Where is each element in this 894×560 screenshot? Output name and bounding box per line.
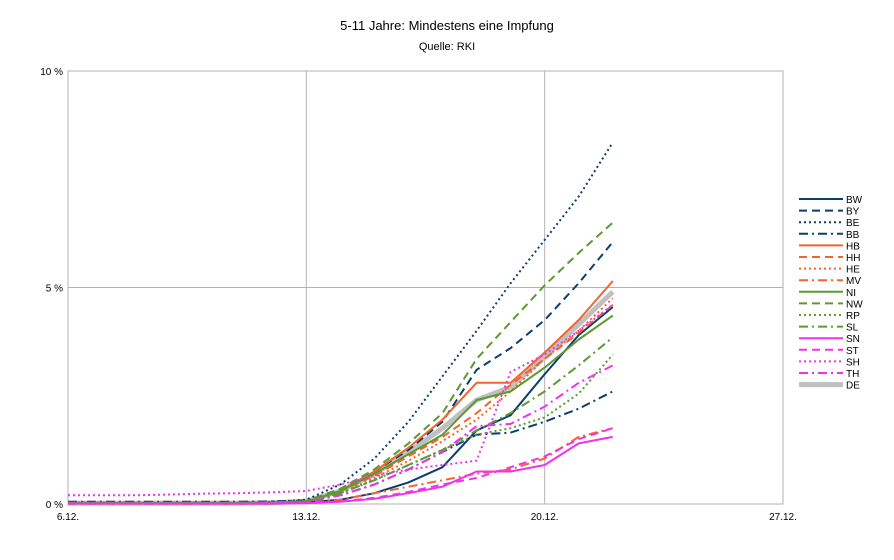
legend-label-bb: BB [846,230,860,241]
legend-label-he: HE [846,265,860,276]
series-line-bw [68,306,614,505]
x-tick-label: 6.12. [57,512,79,523]
legend-label-de: DE [846,381,860,392]
series-line-sh [68,304,614,497]
legend-label-sn: SN [846,334,860,345]
legend-label-mv: MV [846,276,861,287]
legend-label-sl: SL [846,323,859,334]
chart-subtitle: Quelle: RKI [418,41,476,53]
legend-label-nw: NW [846,299,863,310]
legend-label-sh: SH [846,357,860,368]
series-line-hh [68,304,614,505]
legend-label-rp: RP [846,311,860,322]
series-line-st [68,427,614,505]
x-tick-label: 13.12. [292,512,320,523]
series-line-de [68,289,615,506]
legend-label-hh: HH [846,253,860,264]
series-line-sl [68,336,614,504]
legend-label-th: TH [846,369,859,380]
legend-label-bw: BW [846,195,863,206]
legend-label-be: BE [846,218,860,229]
legend-label-st: ST [846,346,859,357]
x-tick-label: 27.12. [769,512,797,523]
legend-label-by: BY [846,207,860,218]
y-tick-label: 5 % [46,284,63,295]
legend-label-ni: NI [846,288,856,299]
y-tick-label: 0 % [46,500,63,511]
y-tick-label: 10 % [40,67,63,78]
legend-label-hb: HB [846,241,860,252]
chart-title: 5-11 Jahre: Mindestens eine Impfung [340,18,554,33]
series-line-ni [68,314,614,505]
series-line-nw [68,221,614,504]
series-line-be [68,141,614,504]
x-tick-label: 20.12. [531,512,559,523]
series-line-he [68,297,614,505]
series-line-th [68,364,614,505]
